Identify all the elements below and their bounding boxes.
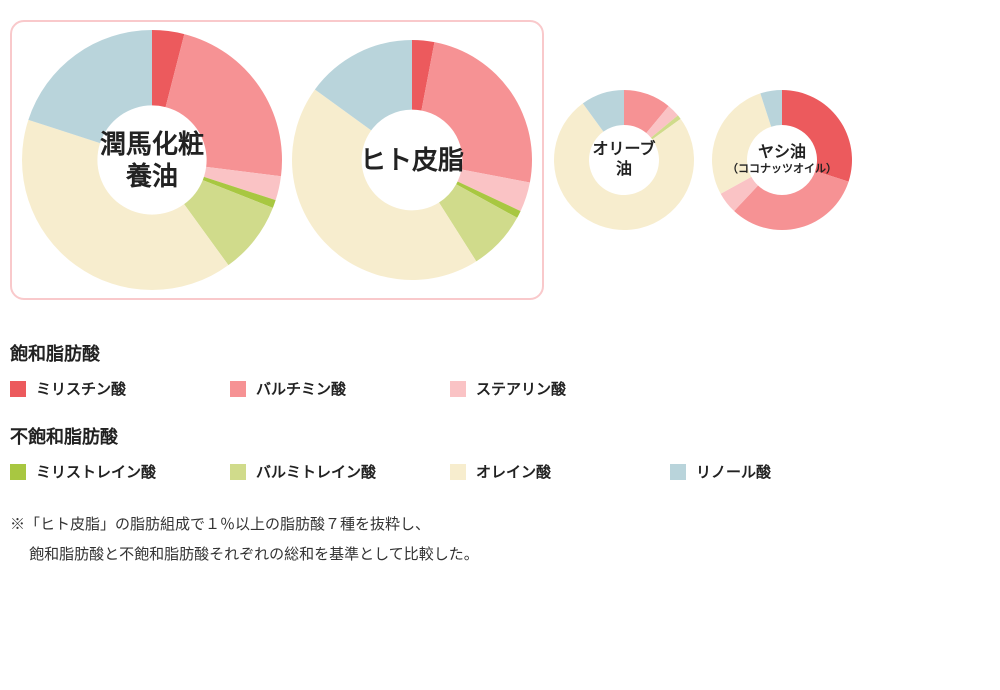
legend-row-unsaturated: ミリストレイン酸 バルミトレイン酸 オレイン酸 リノール酸	[10, 461, 990, 482]
legend-row-saturated: ミリスチン酸 バルチミン酸 ステアリン酸	[10, 378, 990, 399]
legend-item-myristoleic: ミリストレイン酸	[10, 461, 170, 482]
legend-item-palmitoleic: バルミトレイン酸	[230, 461, 390, 482]
footnote: ※「ヒト皮脂」の脂肪組成で１％以上の脂肪酸７種を抜粋し、 飽和脂肪酸と不飽和脂肪…	[10, 510, 990, 570]
legend-label-palmitic: バルチミン酸	[256, 378, 346, 399]
legend-title-saturated: 飽和脂肪酸	[10, 340, 990, 366]
donut-coconut	[712, 90, 852, 230]
swatch-myristoleic	[10, 464, 26, 480]
donut-olive	[554, 90, 694, 230]
legend-label-linoleic: リノール酸	[696, 461, 771, 482]
legend-label-myristic: ミリスチン酸	[36, 378, 126, 399]
charts-row: 潤馬化粧養油ヒト皮脂 オリーブ油ヤシ油（ココナッツオイル）	[10, 20, 990, 300]
legend-label-oleic: オレイン酸	[476, 461, 551, 482]
slice-oleic	[712, 93, 771, 193]
highlight-box: 潤馬化粧養油ヒト皮脂	[10, 20, 544, 300]
donut-junma	[22, 30, 282, 290]
legend-label-myristoleic: ミリストレイン酸	[36, 461, 156, 482]
legend-label-palmitoleic: バルミトレイン酸	[256, 461, 376, 482]
swatch-stearic	[450, 381, 466, 397]
swatch-oleic	[450, 464, 466, 480]
swatch-palmitic	[230, 381, 246, 397]
chart-coconut: ヤシ油（ココナッツオイル）	[712, 90, 852, 230]
chart-junma: 潤馬化粧養油	[22, 30, 282, 290]
swatch-linoleic	[670, 464, 686, 480]
legend-item-palmitic: バルチミン酸	[230, 378, 390, 399]
legend-item-linoleic: リノール酸	[670, 461, 830, 482]
slice-palmitic	[166, 34, 282, 176]
legend-title-unsaturated: 不飽和脂肪酸	[10, 423, 990, 449]
legend-item-myristic: ミリスチン酸	[10, 378, 170, 399]
swatch-palmitoleic	[230, 464, 246, 480]
chart-olive: オリーブ油	[554, 90, 694, 230]
footnote-line-1: ※「ヒト皮脂」の脂肪組成で１％以上の脂肪酸７種を抜粋し、	[10, 510, 990, 540]
legend-item-stearic: ステアリン酸	[450, 378, 610, 399]
swatch-myristic	[10, 381, 26, 397]
footnote-line-2: 飽和脂肪酸と不飽和脂肪酸それぞれの総和を基準として比較した。	[10, 540, 990, 570]
donut-sebum	[292, 40, 532, 280]
slice-palmitic	[421, 42, 532, 182]
slice-myristic	[782, 90, 852, 182]
legend-item-oleic: オレイン酸	[450, 461, 610, 482]
legend-label-stearic: ステアリン酸	[476, 378, 566, 399]
chart-sebum: ヒト皮脂	[292, 40, 532, 280]
